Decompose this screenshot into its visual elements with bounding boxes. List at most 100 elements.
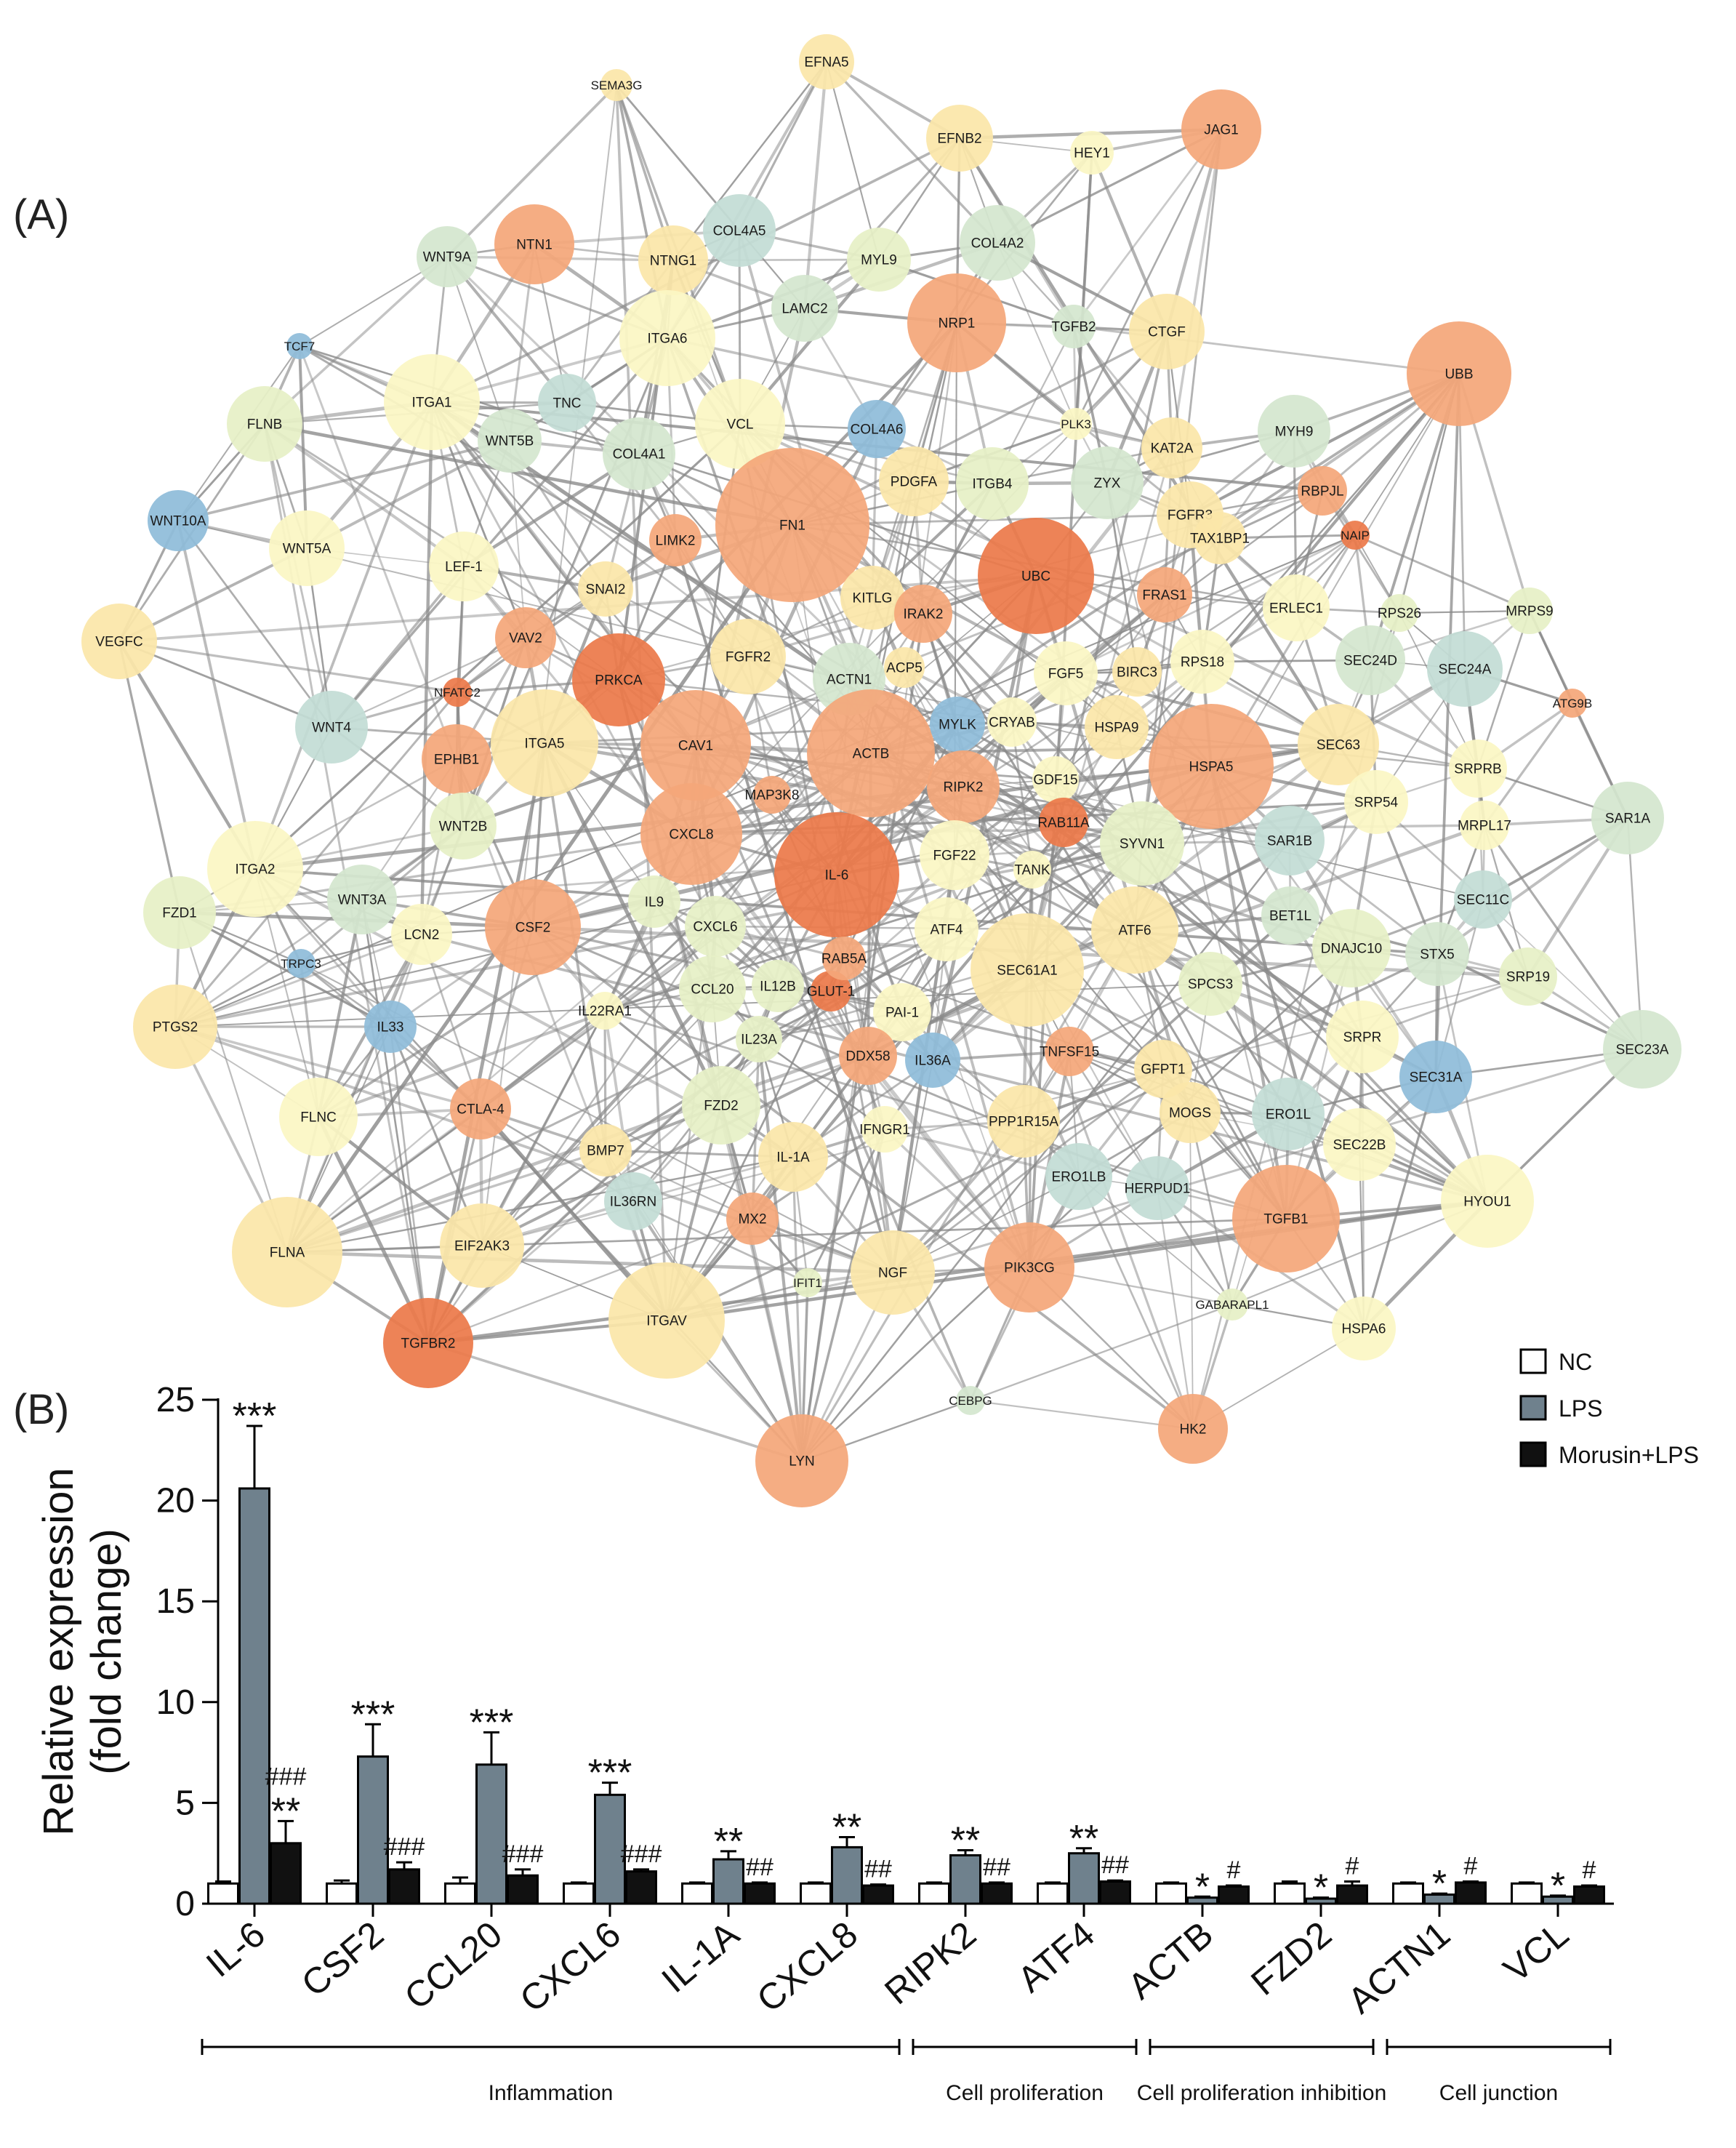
node-label-rab5a: RAB5A <box>821 952 867 967</box>
node-label-ppp1r15a: PPP1R15A <box>989 1115 1058 1130</box>
node-label-pik3cg: PIK3CG <box>1004 1261 1055 1276</box>
node-il12b: IL12B <box>752 960 804 1012</box>
node-circle-srp54 <box>1344 770 1408 834</box>
node-circle-ubc <box>978 518 1094 634</box>
node-circle-il12b <box>752 960 804 1012</box>
node-circle-hspa9 <box>1085 695 1149 759</box>
node-label-itga2: ITGA2 <box>236 862 276 878</box>
node-hspa5: HSPA5 <box>1149 704 1274 829</box>
node-limk2: LIMK2 <box>649 514 702 566</box>
node-circle-col4a6 <box>848 400 906 458</box>
node-label-col4a5: COL4A5 <box>713 224 766 239</box>
node-label-cav1: CAV1 <box>678 739 713 754</box>
node-label-mrps9: MRPS9 <box>1506 604 1553 620</box>
node-circle-itga2 <box>207 821 303 917</box>
node-label-rps26: RPS26 <box>1378 606 1421 622</box>
node-circle-hspa5 <box>1149 704 1274 829</box>
node-cryab: CRYAB <box>987 697 1037 747</box>
significance-mark: ## <box>1101 1851 1129 1879</box>
node-gfpt1: GFPT1 <box>1134 1040 1192 1098</box>
node-label-hspa6: HSPA6 <box>1342 1322 1386 1337</box>
node-circle-wnt10a <box>148 490 209 551</box>
node-label-ubc: UBC <box>1021 569 1050 585</box>
node-circle-itgav <box>608 1262 725 1379</box>
node-ephb1: EPHB1 <box>422 724 491 794</box>
node-ddx58: DDX58 <box>839 1027 897 1085</box>
node-mx2: MX2 <box>726 1193 779 1245</box>
node-label-hk2: HK2 <box>1180 1422 1207 1438</box>
node-circle-cebpg <box>956 1386 985 1415</box>
node-label-fgfr2: FGFR2 <box>726 650 771 665</box>
node-label-sec24a: SEC24A <box>1439 662 1492 678</box>
node-label-srp19: SRP19 <box>1506 970 1550 985</box>
node-label-ntng1: NTNG1 <box>650 254 696 269</box>
node-circle-il36a <box>905 1033 960 1088</box>
node-label-glut-1: GLUT-1 <box>807 985 856 1000</box>
node-bmp7: BMP7 <box>579 1124 632 1177</box>
edge-wnt5a-wnt5b <box>306 439 510 550</box>
node-sec24a: SEC24A <box>1427 631 1503 707</box>
node-label-efnb2: EFNB2 <box>937 132 981 147</box>
node-il-6: IL-6 <box>774 812 899 937</box>
node-ngf: NGF <box>851 1230 935 1315</box>
node-label-ripk2: RIPK2 <box>944 780 984 796</box>
significance-mark: ## <box>746 1854 773 1881</box>
node-circle-hyou1 <box>1441 1155 1534 1248</box>
node-rps26: RPS26 <box>1378 594 1421 632</box>
edge-efna5-myl9 <box>825 61 880 260</box>
node-sec61a1: SEC61A1 <box>971 913 1084 1027</box>
edge-ngf-gfpt1 <box>892 1067 1164 1274</box>
node-label-col4a6: COL4A6 <box>851 422 904 438</box>
node-circle-stx5 <box>1405 922 1469 986</box>
node-label-trpc3: TRPC3 <box>281 957 321 971</box>
significance-mark: ## <box>864 1856 892 1883</box>
node-label-ptgs2: PTGS2 <box>153 1020 198 1035</box>
node-label-col4a2: COL4A2 <box>971 236 1024 252</box>
node-label-ephb1: EPHB1 <box>434 753 479 768</box>
node-circle-naip <box>1341 521 1370 550</box>
node-sar1b: SAR1B <box>1255 806 1325 875</box>
bar-lps-cxcl8 <box>831 1846 863 1905</box>
node-circle-ngf <box>851 1230 935 1315</box>
edge-csf2-hk2 <box>531 926 1194 1430</box>
node-label-sec24d: SEC24D <box>1343 654 1397 669</box>
node-circle-kat2a <box>1141 417 1202 478</box>
bar-morusin-lps-actn1 <box>1455 1881 1487 1905</box>
node-circle-flnc <box>279 1078 358 1156</box>
edge-vegfc-fzd1 <box>118 641 181 913</box>
node-circle-gabarapl1 <box>1216 1289 1248 1321</box>
node-circle-ccl20 <box>679 955 746 1022</box>
node-circle-sec23a <box>1603 1010 1681 1089</box>
legend-swatch-morusin-lps <box>1519 1441 1547 1467</box>
bar-morusin-lps-vcl <box>1573 1885 1605 1905</box>
node-circle-ctla-4 <box>450 1078 511 1139</box>
significance-mark: ** <box>951 1820 980 1862</box>
node-circle-spcs3 <box>1178 952 1242 1016</box>
node-hyou1: HYOU1 <box>1441 1155 1534 1248</box>
node-sec22b: SEC22B <box>1323 1108 1396 1181</box>
node-srp54: SRP54 <box>1344 770 1408 834</box>
node-circle-birc3 <box>1112 647 1162 697</box>
node-circle-ero1l <box>1252 1078 1325 1150</box>
node-label-eif2ak3: EIF2AK3 <box>454 1239 510 1254</box>
node-cav1: CAV1 <box>640 690 751 801</box>
node-label-plk3: PLK3 <box>1061 417 1091 431</box>
node-label-nfatc2: NFATC2 <box>434 686 481 700</box>
node-fras1: FRAS1 <box>1137 567 1192 622</box>
edge-lyn-il23a <box>757 1038 804 1462</box>
bar-nc-actb <box>1155 1882 1187 1905</box>
edge-atf6-tgfb1 <box>1133 929 1287 1219</box>
bar-lps-ripk2 <box>949 1854 981 1905</box>
node-cxcl8: CXCL8 <box>640 783 742 885</box>
node-label-itga1: ITGA1 <box>412 396 452 411</box>
edge-tank-cryab <box>1010 721 1034 870</box>
edge-tgfbr2-il33 <box>389 1026 430 1344</box>
edge-jag1-tgfb2 <box>1072 129 1223 327</box>
node-itga5: ITGA5 <box>491 689 598 797</box>
node-il-1a: IL-1A <box>758 1122 828 1192</box>
edge-wnt5b-wnt9a <box>446 256 510 441</box>
node-label-ifit1: IFIT1 <box>793 1276 822 1290</box>
node-circle-il9 <box>628 875 680 928</box>
node-label-prkca: PRKCA <box>595 673 643 689</box>
edge-eif2ak3-sema3g <box>481 84 618 1246</box>
